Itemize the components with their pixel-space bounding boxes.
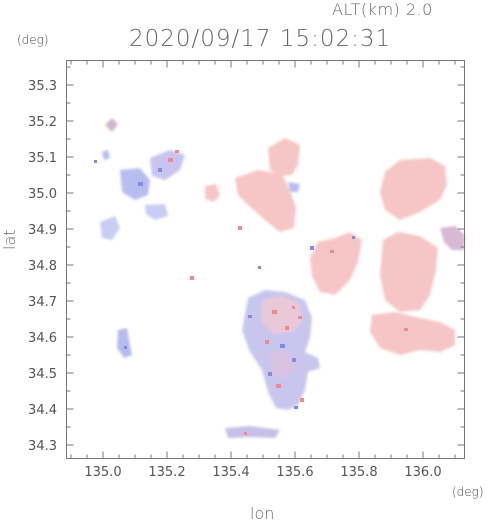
x-tick-label: 135.4 (212, 465, 249, 480)
x-axis-title: lon (250, 504, 275, 523)
x-tick-label: 135.0 (84, 465, 121, 480)
x-tick-label: 135.8 (340, 465, 377, 480)
x-tick-label: 135.2 (148, 465, 185, 480)
y-tick-label: 35.3 (28, 79, 57, 94)
echo-cluster-west (100, 118, 185, 358)
echo-cluster-east (370, 158, 465, 355)
echo-cluster-south (225, 182, 320, 438)
radar-echo-field (94, 118, 465, 438)
y-tick-label: 34.7 (28, 295, 57, 310)
x-axis-tick-labels: 135.0 135.2 135.4 135.6 135.8 136.0 (84, 465, 441, 480)
y-tick-label: 34.4 (28, 403, 57, 418)
x-tick-label: 135.6 (276, 465, 313, 480)
y-tick-label: 34.6 (28, 331, 57, 346)
y-tick-label: 35.0 (28, 187, 57, 202)
echo-cluster-north (205, 138, 362, 295)
x-tick-label: 136.0 (404, 465, 441, 480)
altitude-label: ALT(km) 2.0 (332, 0, 433, 19)
plot-frame (66, 60, 465, 459)
y-tick-label: 34.8 (28, 259, 57, 274)
y-tick-label: 35.2 (28, 115, 57, 130)
x-axis-unit: (deg) (452, 485, 484, 499)
y-axis-ticks (66, 66, 465, 446)
y-axis-tick-labels: 35.3 35.2 35.1 35.0 34.9 34.8 34.7 34.6 34.5 34.4… (28, 79, 57, 454)
echo-speckles-positive (168, 150, 408, 435)
y-axis-unit: (deg) (17, 33, 49, 47)
y-tick-label: 35.1 (28, 151, 57, 166)
echo-speckles-negative (94, 160, 355, 409)
x-axis-ticks (70, 60, 456, 459)
datetime-title: 2020/09/17 15:02:31 (129, 26, 392, 52)
y-tick-label: 34.5 (28, 367, 57, 382)
y-tick-label: 34.3 (28, 439, 57, 454)
y-tick-label: 34.9 (28, 223, 57, 238)
